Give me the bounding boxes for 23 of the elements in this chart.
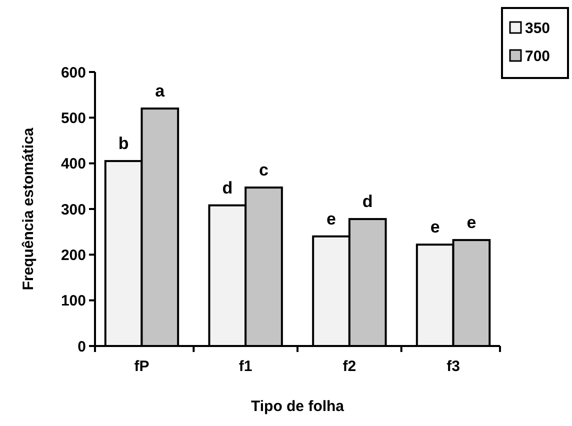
annotation: a: [155, 82, 166, 101]
legend-label: 700: [525, 48, 550, 65]
x-axis-title: Tipo de folha: [250, 398, 345, 415]
annotation: c: [259, 160, 268, 180]
annotation: e: [466, 213, 476, 232]
annotation: d: [362, 192, 373, 212]
annotation: e: [430, 218, 440, 237]
legend-label: 350: [525, 20, 550, 37]
x-tick-label: f3: [446, 358, 460, 375]
annotation: d: [222, 178, 233, 198]
y-tick-label: 300: [60, 201, 86, 218]
x-tick-label: f1: [238, 358, 252, 375]
y-tick-label: 0: [78, 338, 86, 356]
y-axis-title: Frequência estomática: [20, 127, 37, 290]
y-tick-label: 100: [60, 292, 86, 310]
y-tick-label: 600: [60, 64, 86, 82]
annotation: b: [118, 134, 129, 154]
y-tick-label: 200: [60, 246, 86, 264]
y-tick-label: 400: [60, 156, 86, 173]
annotation: e: [326, 209, 336, 228]
x-tick-label: fP: [134, 358, 150, 375]
x-tick-label: f2: [342, 358, 356, 375]
y-tick-label: 500: [60, 110, 86, 127]
